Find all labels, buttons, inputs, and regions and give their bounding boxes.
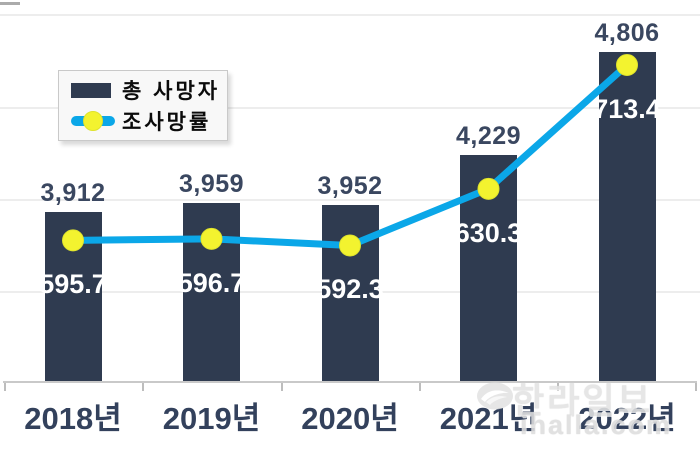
bar-value-label: 3,959 bbox=[178, 170, 245, 199]
rate-value-label: 592.3 bbox=[316, 274, 384, 305]
data-point-marker bbox=[339, 234, 361, 257]
bar-swatch-icon bbox=[71, 82, 111, 98]
legend: 총 사망자 조사망률 bbox=[58, 70, 228, 141]
bar-2022년 bbox=[598, 52, 656, 383]
gridline bbox=[0, 107, 700, 109]
x-axis-label-2020년: 2020년 bbox=[301, 401, 399, 436]
x-axis-label-2022년: 2022년 bbox=[578, 401, 676, 436]
axis-tick bbox=[281, 383, 283, 391]
data-point-marker bbox=[200, 227, 223, 250]
data-point-marker bbox=[62, 229, 84, 252]
rate-value-label: 713.4 bbox=[593, 93, 661, 124]
legend-item-label: 총 사망자 bbox=[122, 80, 221, 104]
legend-item-total-deaths: 총 사망자 bbox=[71, 75, 227, 105]
bar-value-label: 4,229 bbox=[455, 122, 522, 151]
axis-tick bbox=[419, 383, 421, 391]
axis-tick bbox=[695, 383, 697, 391]
data-point-marker bbox=[477, 177, 500, 200]
x-axis-label-2018년: 2018년 bbox=[24, 401, 122, 436]
bar-value-label: 4,806 bbox=[594, 19, 660, 48]
rate-value-label: 595.7 bbox=[39, 269, 107, 300]
line-swatch-icon bbox=[71, 110, 115, 131]
rate-value-label: 630.3 bbox=[454, 217, 523, 248]
axis-tick bbox=[4, 383, 6, 391]
gridline bbox=[0, 199, 700, 201]
x-axis-label-2019년: 2019년 bbox=[162, 401, 261, 436]
gridline bbox=[0, 14, 700, 16]
axis-tick bbox=[142, 383, 144, 391]
data-point-marker bbox=[616, 53, 638, 76]
top-left-artifact bbox=[0, 2, 20, 5]
legend-item-crude-death-rate: 조사망률 bbox=[71, 106, 227, 136]
bar-value-label: 3,952 bbox=[317, 171, 383, 200]
legend-item-label: 조사망률 bbox=[122, 110, 212, 134]
x-axis-line bbox=[3, 381, 697, 383]
bar-value-label: 3,912 bbox=[40, 178, 106, 207]
axis-tick bbox=[557, 383, 559, 391]
rate-value-label: 596.7 bbox=[177, 267, 246, 298]
